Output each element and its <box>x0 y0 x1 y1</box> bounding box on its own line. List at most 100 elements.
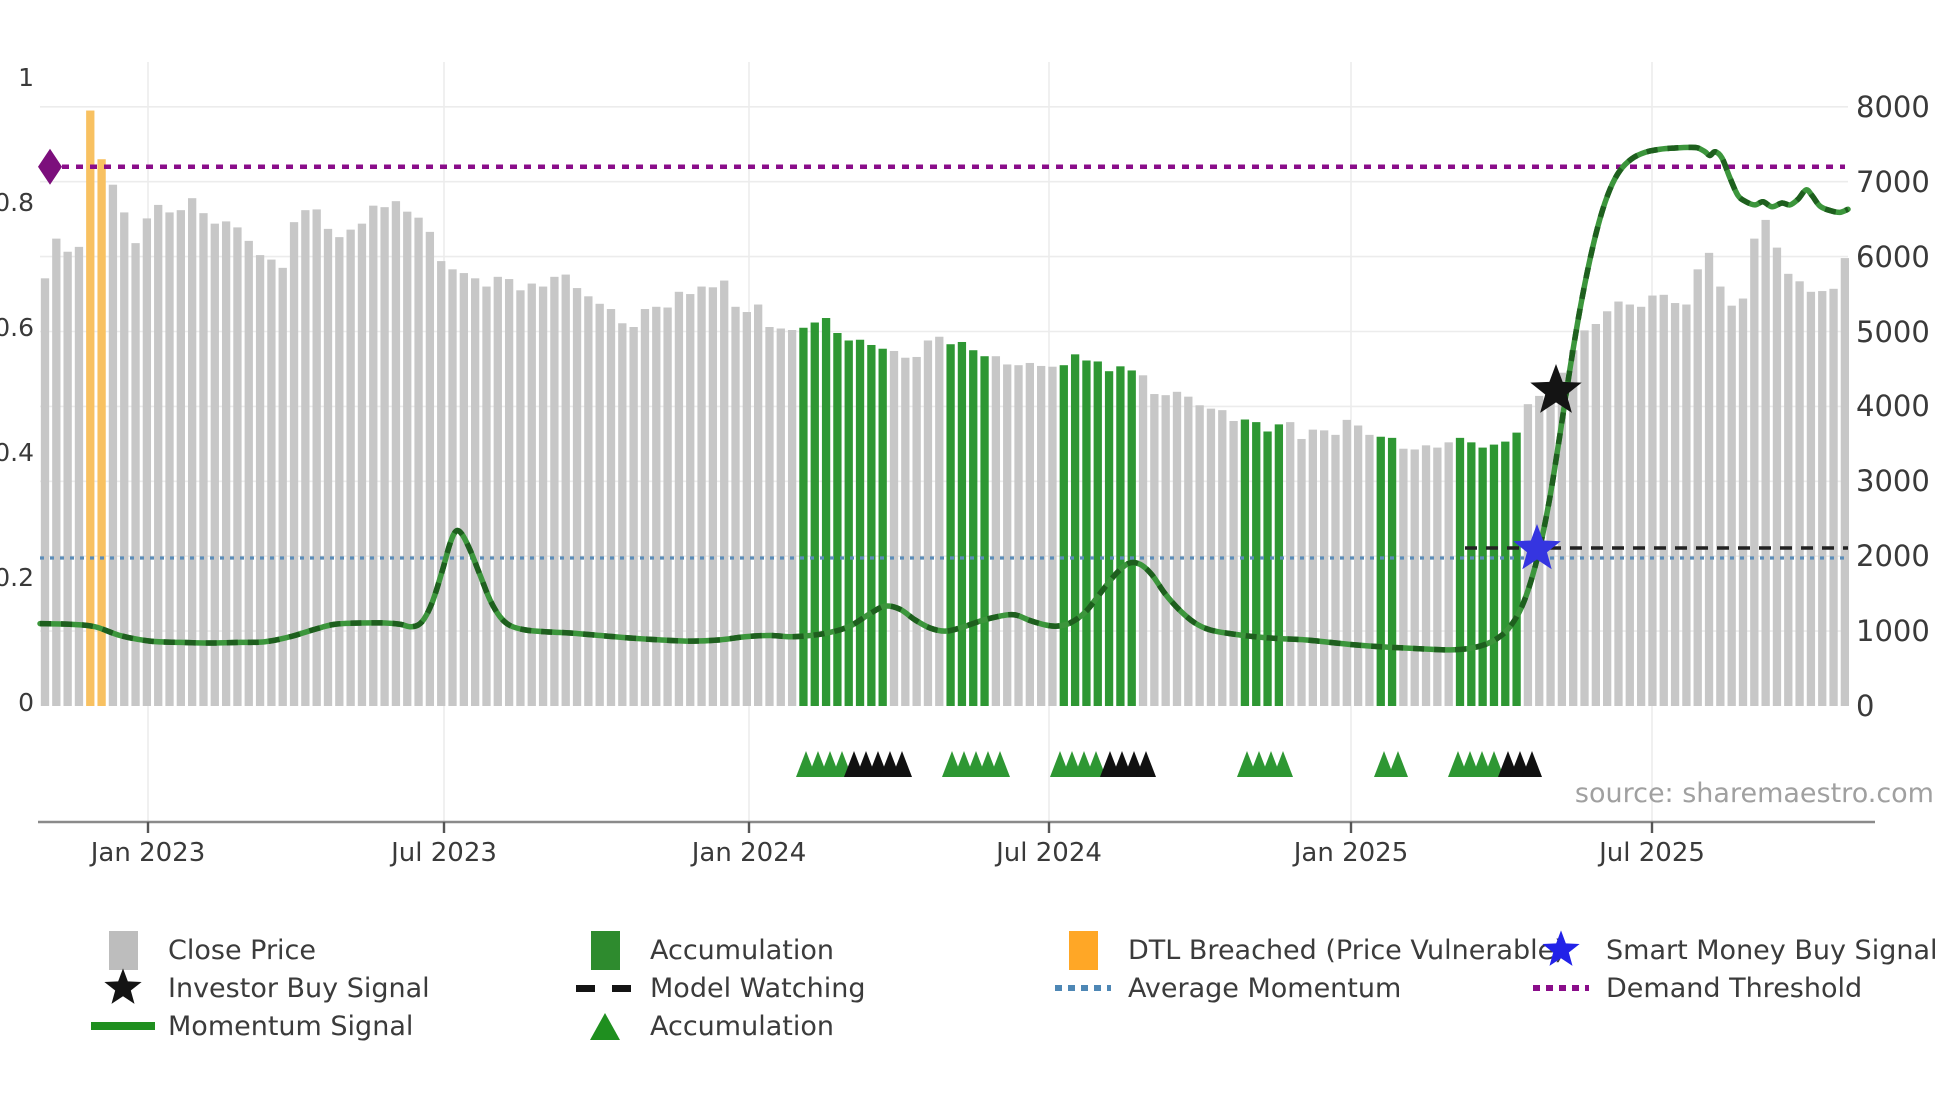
legend-column-2: Accumulation Model Watching Accumulation <box>570 930 865 1045</box>
price-bar <box>63 251 72 706</box>
price-bar <box>550 276 559 706</box>
price-bar <box>1331 434 1340 706</box>
price-bar <box>40 278 50 706</box>
accumulation-bar <box>867 344 876 706</box>
price-bar <box>255 255 265 707</box>
price-bar <box>301 210 310 707</box>
price-bar <box>1704 252 1714 707</box>
accumulation-bar <box>1127 370 1136 706</box>
price-bar <box>889 350 899 706</box>
price-bar <box>1353 425 1363 706</box>
price-bar <box>1003 364 1012 706</box>
price-bar <box>1727 305 1736 706</box>
price-bar <box>1818 291 1827 706</box>
price-bar <box>1297 438 1306 706</box>
price-bar <box>640 309 650 706</box>
left-axis-tick-label: 0 <box>18 688 34 717</box>
accumulation-bar <box>957 341 967 706</box>
price-bar <box>1625 304 1634 706</box>
price-bar <box>697 286 706 706</box>
legend-label-accumulation-bar: Accumulation <box>650 934 834 966</box>
legend-item-demand-threshold: Demand Threshold <box>1526 969 1938 1007</box>
accumulation-bar <box>1501 441 1510 706</box>
dtl-breached-bar <box>86 110 95 707</box>
price-bar <box>1444 442 1453 706</box>
watching-triangle-icon <box>1136 751 1156 777</box>
investor-buy-signal-star-icon <box>1530 364 1582 413</box>
price-bar <box>221 221 231 706</box>
price-bar <box>572 288 582 706</box>
price-bar <box>776 328 785 706</box>
price-bar <box>731 306 740 706</box>
price-bar <box>1614 301 1623 706</box>
accumulation-bar <box>1376 436 1385 706</box>
price-bar <box>1025 362 1034 706</box>
legend-item-average-momentum: Average Momentum <box>1048 969 1565 1007</box>
price-bar <box>1682 304 1691 706</box>
price-bar <box>1229 421 1238 706</box>
price-bar <box>312 209 321 706</box>
legend-label-dtl-breached: DTL Breached (Price Vulnerable) <box>1128 934 1565 966</box>
accumulation-triangle-icon <box>1484 751 1504 777</box>
price-bar <box>765 327 774 706</box>
right-axis-tick-label: 8000 <box>1856 89 1930 124</box>
legend-label-average-momentum: Average Momentum <box>1128 972 1402 1004</box>
price-bar <box>154 204 163 706</box>
price-bar <box>1750 238 1759 706</box>
price-bar <box>1670 303 1680 706</box>
price-bar <box>1840 258 1850 706</box>
right-axis-tick-label: 2000 <box>1856 539 1930 574</box>
x-axis-tick-label: Jan 2023 <box>90 838 206 868</box>
accumulation-bar <box>1070 354 1080 706</box>
accumulation-bar <box>878 348 887 706</box>
left-axis-tick-label: 1 <box>18 63 34 92</box>
price-bar <box>901 357 910 706</box>
price-bar <box>1421 445 1431 706</box>
purple-dots-icon <box>1526 985 1596 991</box>
x-axis-labels: Jan 2023 Jul 2023 Jan 2024 Jul 2024 Jan 2025… <box>0 838 1960 878</box>
price-bar <box>1795 281 1804 706</box>
price-bar <box>471 278 480 706</box>
accumulation-bar <box>1093 361 1102 706</box>
price-bar <box>1286 422 1295 706</box>
price-bar <box>674 291 684 706</box>
accumulation-triangle-icon <box>1086 751 1106 777</box>
price-bar <box>346 229 355 707</box>
price-bar <box>1636 306 1646 706</box>
price-bar <box>357 223 367 707</box>
price-bar <box>459 273 468 706</box>
legend-label-investor-buy-signal: Investor Buy Signal <box>168 972 430 1004</box>
price-bar <box>1410 449 1419 706</box>
blue-star-icon <box>1526 928 1596 972</box>
x-axis-tick-label: Jan 2025 <box>1293 838 1409 868</box>
price-bar <box>448 269 457 706</box>
price-bar <box>1659 294 1668 706</box>
legend-item-model-watching: Model Watching <box>570 969 865 1007</box>
price-bar <box>391 201 401 706</box>
accumulation-bar <box>844 340 853 706</box>
price-bar <box>1184 396 1193 706</box>
price-bar <box>1829 288 1838 706</box>
accumulation-bar <box>1455 437 1465 706</box>
price-bar <box>482 286 491 706</box>
price-bar <box>686 294 695 706</box>
momentum-signal-dash-overlay <box>39 144 1850 653</box>
price-bar <box>935 336 944 706</box>
price-bar <box>787 330 797 706</box>
price-bar <box>414 217 423 707</box>
price-bar <box>176 210 185 707</box>
left-axis-tick-label: 0.6 <box>0 313 34 342</box>
right-axis-tick-label: 6000 <box>1856 239 1930 274</box>
price-bar <box>1172 391 1182 706</box>
left-axis-labels: 0 0.2 0.4 0.6 0.8 1 <box>0 0 34 880</box>
price-bar <box>629 327 638 706</box>
accumulation-bar <box>810 322 819 706</box>
price-bar <box>606 309 616 706</box>
price-bar <box>1738 298 1748 706</box>
price-bar <box>188 198 197 707</box>
watching-triangle-icon <box>1522 751 1542 777</box>
legend-label-smart-money: Smart Money Buy Signal <box>1606 934 1938 966</box>
x-axis-tick-label: Jul 2024 <box>996 838 1102 868</box>
accumulation-triangle-icon <box>1374 751 1394 777</box>
price-bar <box>1399 448 1408 706</box>
